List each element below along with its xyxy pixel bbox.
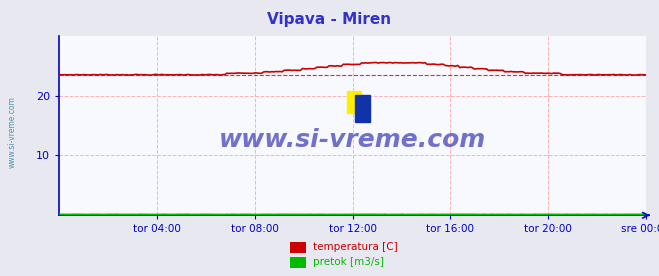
Text: pretok [m3/s]: pretok [m3/s] <box>313 258 384 267</box>
Text: temperatura [C]: temperatura [C] <box>313 242 398 252</box>
Text: www.si-vreme.com: www.si-vreme.com <box>219 128 486 152</box>
Text: Vipava - Miren: Vipava - Miren <box>268 12 391 27</box>
Polygon shape <box>355 95 370 122</box>
Polygon shape <box>347 92 361 113</box>
Text: www.si-vreme.com: www.si-vreme.com <box>7 97 16 168</box>
